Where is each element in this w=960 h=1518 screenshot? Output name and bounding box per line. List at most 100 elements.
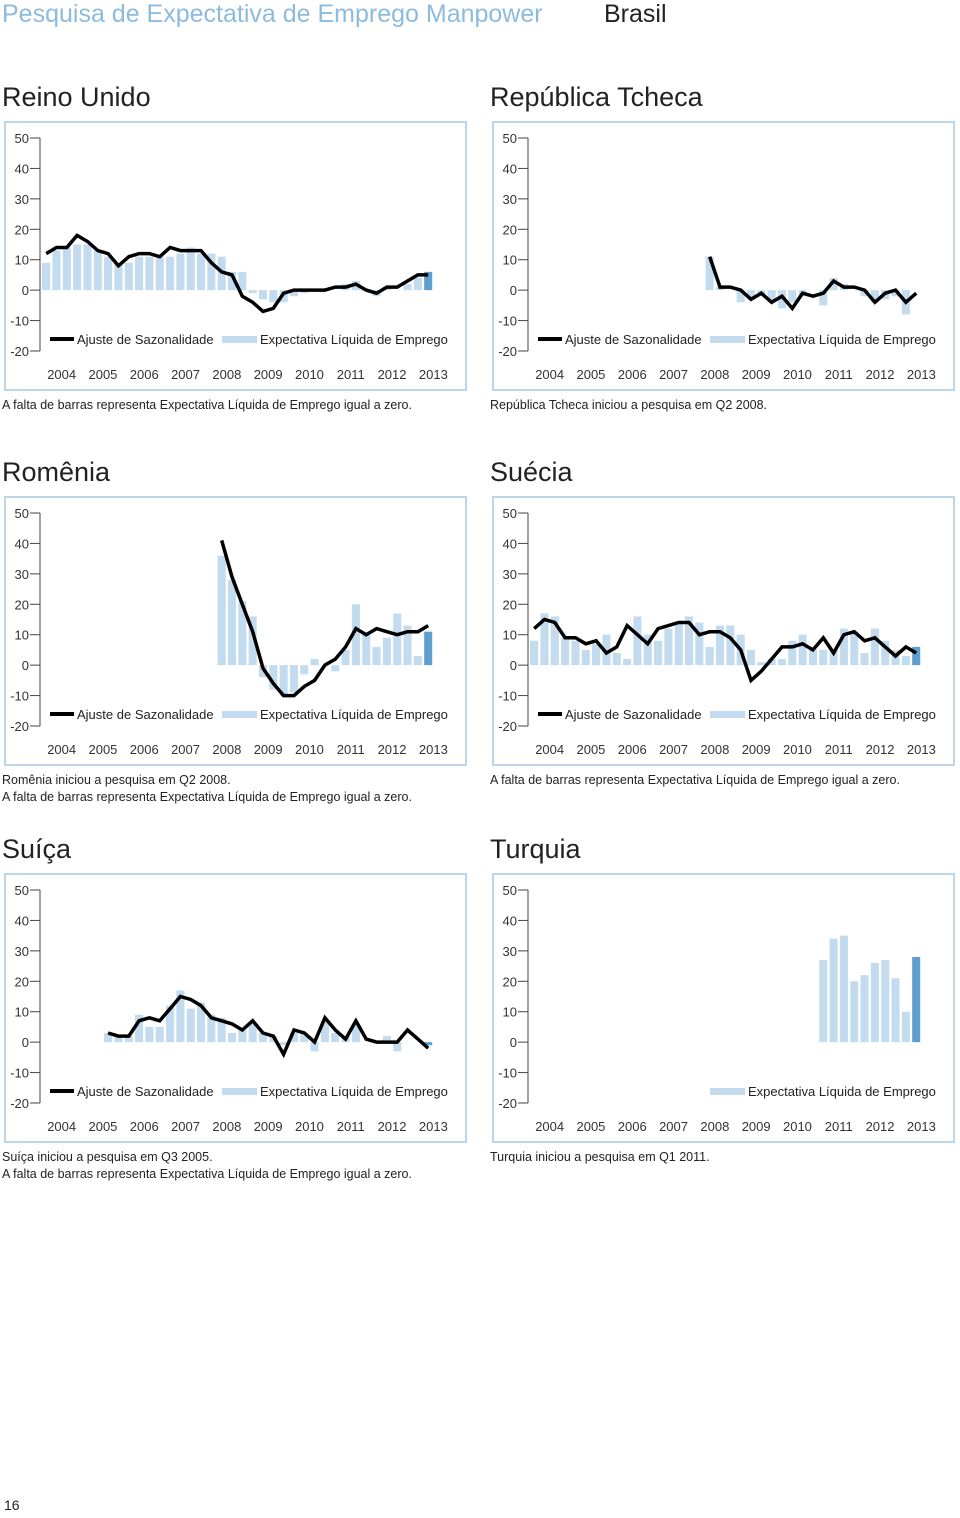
- bar: [351, 1023, 360, 1043]
- legend-label: Expectativa Líquida de Emprego: [748, 332, 936, 347]
- x-tick-label: 2013: [907, 367, 936, 382]
- bar: [393, 613, 402, 666]
- bar: [819, 649, 828, 666]
- y-tick-label: 0: [22, 283, 29, 298]
- bar: [870, 628, 879, 666]
- bar: [633, 616, 642, 666]
- x-tick-label: 2006: [130, 1119, 159, 1134]
- x-tick-label: 2005: [576, 367, 605, 382]
- x-tick-label: 2008: [212, 742, 241, 757]
- chart-note: Turquia iniciou a pesquisa em Q1 2011.: [490, 1150, 710, 1164]
- bar: [424, 1042, 433, 1046]
- bar: [197, 253, 206, 291]
- bar: [227, 579, 237, 666]
- bar: [372, 646, 381, 666]
- y-tick-label: 30: [15, 944, 29, 959]
- bar: [124, 262, 133, 291]
- legend-swatch: [222, 1088, 257, 1095]
- chart-title: Suíça: [2, 834, 72, 864]
- chart-frame: [4, 496, 467, 766]
- bar: [424, 631, 433, 666]
- y-tick-label: 0: [510, 658, 517, 673]
- chart-title: Suécia: [490, 457, 574, 487]
- x-tick-label: 2004: [47, 742, 76, 757]
- bar: [901, 1011, 910, 1043]
- y-tick-label: 20: [15, 974, 29, 989]
- x-tick-label: 2009: [254, 367, 283, 382]
- y-tick-label: 20: [15, 597, 29, 612]
- bar: [850, 981, 859, 1043]
- bar: [757, 662, 766, 666]
- bar: [860, 652, 869, 666]
- x-tick-label: 2012: [866, 1119, 895, 1134]
- bar: [581, 649, 590, 666]
- bar: [114, 1036, 123, 1043]
- x-tick-label: 2004: [47, 367, 76, 382]
- y-tick-label: -10: [498, 314, 517, 329]
- x-tick-label: 2004: [535, 742, 564, 757]
- x-tick-label: 2005: [576, 1119, 605, 1134]
- y-tick-label: 30: [15, 192, 29, 207]
- bar: [238, 271, 247, 291]
- y-tick-label: 10: [15, 253, 29, 268]
- bar: [186, 247, 195, 291]
- x-tick-label: 2005: [88, 1119, 117, 1134]
- bar: [289, 290, 298, 297]
- bar: [839, 628, 848, 666]
- bar: [413, 277, 422, 291]
- y-tick-label: 50: [15, 883, 29, 898]
- x-tick-label: 2013: [419, 367, 448, 382]
- bar: [62, 247, 71, 291]
- x-tick-label: 2011: [337, 367, 365, 382]
- chart-frame: [4, 121, 467, 391]
- bar: [550, 616, 559, 666]
- x-tick-label: 2009: [254, 1119, 283, 1134]
- x-tick-label: 2005: [88, 367, 117, 382]
- x-tick-label: 2010: [295, 742, 324, 757]
- chart-note: A falta de barras representa Expectativa…: [2, 398, 412, 412]
- legend-swatch: [710, 336, 745, 343]
- y-tick-label: -20: [10, 719, 29, 734]
- bar: [777, 659, 786, 666]
- bar: [571, 640, 580, 666]
- bar: [870, 963, 879, 1043]
- x-tick-label: 2010: [295, 1119, 324, 1134]
- bar: [901, 656, 910, 666]
- bar: [93, 250, 102, 291]
- bar: [777, 290, 786, 309]
- bar: [726, 625, 735, 666]
- x-tick-label: 2006: [130, 367, 159, 382]
- bar: [674, 622, 683, 666]
- legend-swatch: [222, 711, 257, 718]
- y-tick-label: -10: [498, 689, 517, 704]
- y-tick-label: 50: [503, 506, 517, 521]
- bar: [695, 622, 704, 666]
- y-tick-label: -20: [498, 1096, 517, 1111]
- bar: [705, 646, 714, 666]
- y-tick-label: 0: [510, 1035, 517, 1050]
- y-tick-label: -20: [498, 719, 517, 734]
- chart-frame: [492, 496, 955, 766]
- bar: [124, 1036, 133, 1043]
- legend-swatch: [710, 711, 745, 718]
- bar: [135, 256, 144, 291]
- bar: [891, 290, 900, 297]
- bar: [530, 640, 539, 666]
- bar: [612, 652, 621, 666]
- y-tick-label: 40: [15, 913, 29, 928]
- y-tick-label: 50: [503, 883, 517, 898]
- x-tick-label: 2007: [171, 742, 200, 757]
- bar: [746, 290, 756, 300]
- bar: [746, 649, 756, 666]
- bar: [300, 1033, 309, 1043]
- x-tick-label: 2011: [825, 742, 853, 757]
- bar: [808, 649, 817, 666]
- y-tick-label: 0: [510, 283, 517, 298]
- y-tick-label: -10: [10, 689, 29, 704]
- bar: [424, 271, 433, 291]
- chart-note: Suíça iniciou a pesquisa em Q3 2005.: [2, 1150, 213, 1164]
- x-tick-label: 2007: [171, 1119, 200, 1134]
- bar: [736, 290, 745, 303]
- legend-label: Ajuste de Sazonalidade: [77, 707, 214, 722]
- y-tick-label: 30: [503, 944, 517, 959]
